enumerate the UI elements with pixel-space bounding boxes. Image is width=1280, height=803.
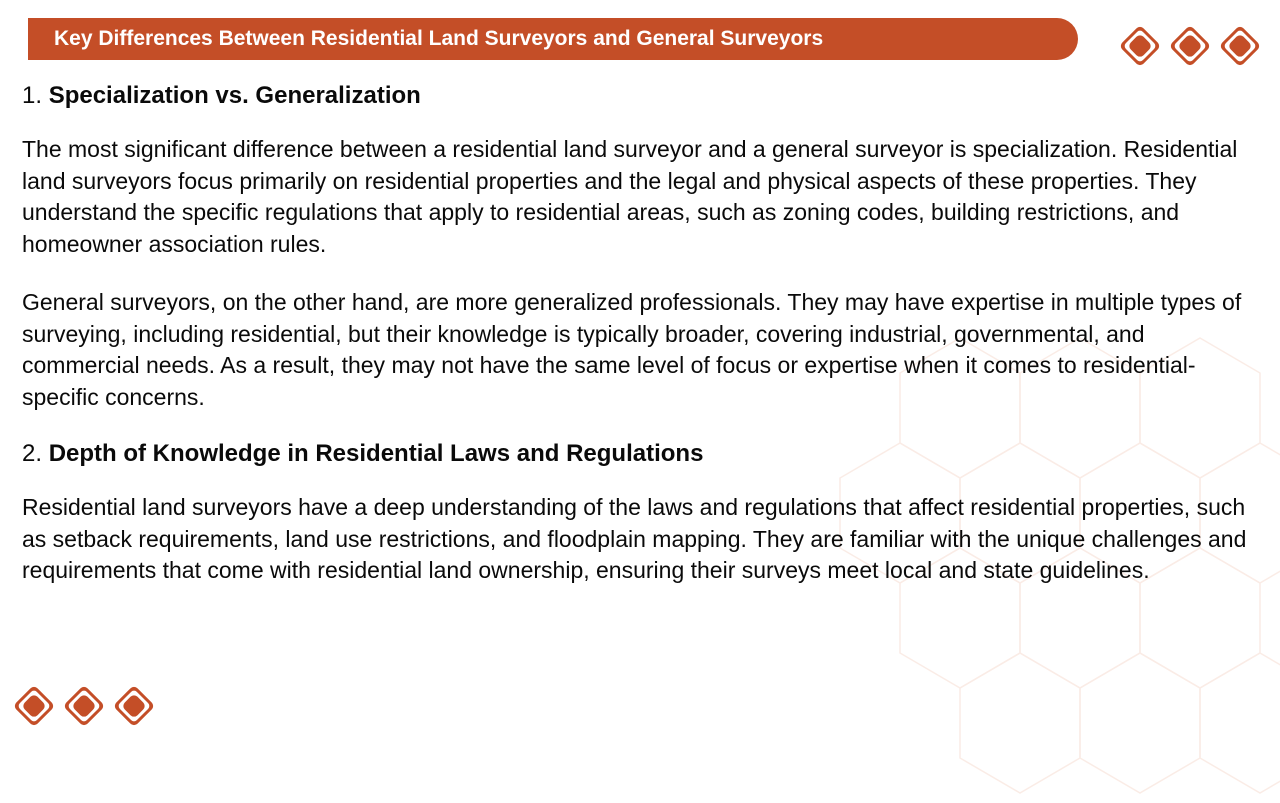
section-heading-2: 2. Depth of Knowledge in Residential Law… — [22, 440, 1258, 468]
decorative-diamonds-top — [1122, 28, 1258, 64]
decorative-diamonds-bottom — [16, 688, 152, 724]
diamond-icon — [66, 688, 102, 724]
diamond-icon — [116, 688, 152, 724]
page-title: Key Differences Between Residential Land… — [54, 27, 823, 50]
body-paragraph: The most significant difference between … — [22, 134, 1258, 261]
section-title: Specialization vs. Generalization — [49, 82, 421, 109]
body-paragraph: General surveyors, on the other hand, ar… — [22, 287, 1258, 414]
section-title: Depth of Knowledge in Residential Laws a… — [49, 440, 704, 467]
section-number: 2. — [22, 440, 42, 467]
page-title-bar: Key Differences Between Residential Land… — [28, 18, 1078, 60]
body-paragraph: Residential land surveyors have a deep u… — [22, 492, 1258, 587]
section-heading-1: 1. Specialization vs. Generalization — [22, 82, 1258, 110]
diamond-icon — [1172, 28, 1208, 64]
section-number: 1. — [22, 82, 42, 109]
diamond-icon — [1222, 28, 1258, 64]
diamond-icon — [1122, 28, 1158, 64]
content-area: 1. Specialization vs. Generalization The… — [0, 60, 1280, 587]
diamond-icon — [16, 688, 52, 724]
